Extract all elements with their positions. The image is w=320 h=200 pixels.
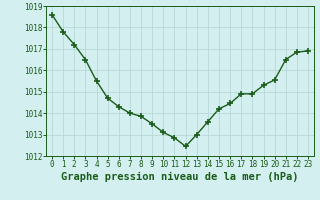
X-axis label: Graphe pression niveau de la mer (hPa): Graphe pression niveau de la mer (hPa) [61, 172, 299, 182]
